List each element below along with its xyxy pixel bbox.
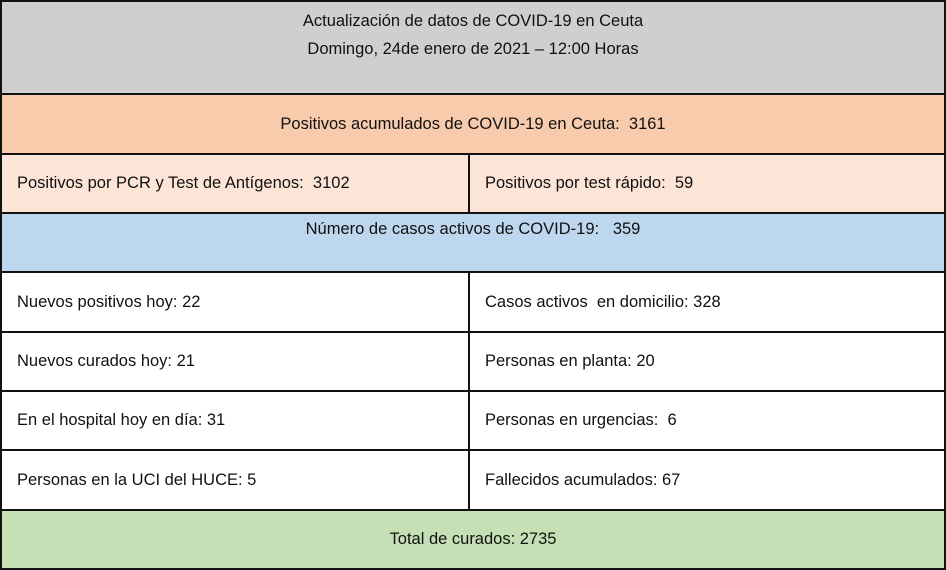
pcr-positives: Positivos por PCR y Test de Antígenos: 3… <box>2 155 470 212</box>
home-active-cases: Casos activos en domicilio: 328 <box>485 292 721 311</box>
emergency-patients: Personas en urgencias: 6 <box>485 411 677 429</box>
new-positives: Nuevos positivos hoy: 22 <box>2 273 470 331</box>
rapid-positives: Positivos por test rápido: 59 <box>485 174 694 192</box>
new-recovered: Nuevos curados hoy: 21 <box>2 333 470 390</box>
accumulated-positives: Positivos acumulados de COVID-19 en Ceut… <box>280 114 666 133</box>
deaths: Fallecidos acumulados: 67 <box>485 470 681 489</box>
pcr-row: Positivos por PCR y Test de Antígenos: 3… <box>2 155 944 214</box>
active-cases: Número de casos activos de COVID-19: 359 <box>305 220 641 238</box>
date: Domingo, 24de enero de 2021 – 12:00 Hora… <box>307 40 639 58</box>
table-row: Personas en la UCI del HUCE: 5 Fallecido… <box>2 451 944 511</box>
hospitalized: En el hospital hoy en día: 31 <box>2 392 470 449</box>
icu-patients: Personas en la UCI del HUCE: 5 <box>2 451 470 509</box>
table-row: Nuevos curados hoy: 21 Personas en plant… <box>2 333 944 392</box>
total-recovered: Total de curados: 2735 <box>389 530 557 548</box>
table-row: En el hospital hoy en día: 31 Personas e… <box>2 392 944 451</box>
accumulated-row: Positivos acumulados de COVID-19 en Ceut… <box>2 95 944 155</box>
recovered-row: Total de curados: 2735 <box>2 511 944 568</box>
ward-patients: Personas en planta: 20 <box>485 352 655 370</box>
title: Actualización de datos de COVID-19 en Ce… <box>302 12 644 30</box>
active-row: Número de casos activos de COVID-19: 359 <box>2 214 944 273</box>
header-row: Actualización de datos de COVID-19 en Ce… <box>2 2 944 95</box>
table-row: Nuevos positivos hoy: 22 Casos activos e… <box>2 273 944 333</box>
